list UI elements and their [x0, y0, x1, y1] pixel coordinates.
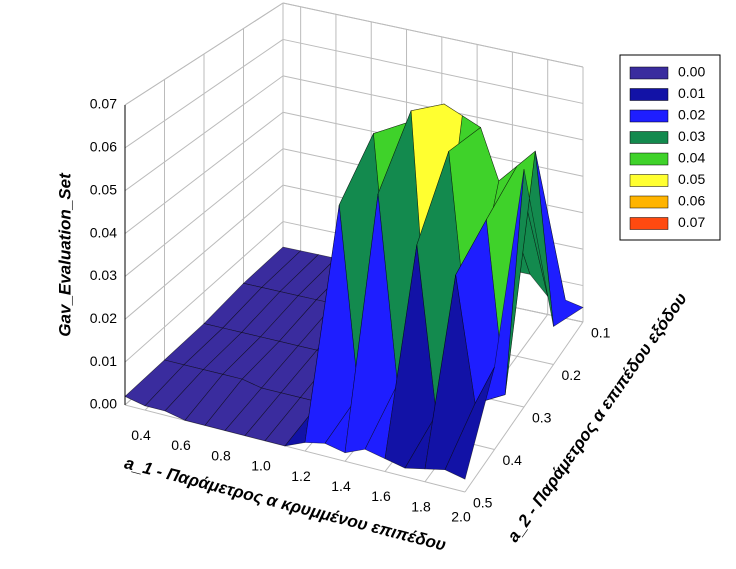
x-tick-label: 0.4: [131, 427, 151, 443]
y-tick-label: 0.2: [562, 367, 582, 383]
legend-swatch: [629, 152, 669, 166]
y-tick-label: 0.5: [473, 495, 493, 511]
legend-swatch: [629, 131, 669, 144]
legend-label: 0.03: [678, 128, 705, 144]
legend-label: 0.00: [678, 64, 705, 80]
legend-swatch: [629, 217, 669, 230]
z-tick-label: 0.06: [90, 139, 117, 155]
legend-swatch: [629, 174, 669, 187]
z-tick-label: 0.07: [90, 96, 117, 112]
x-tick-label: 1.4: [331, 478, 351, 494]
legend-box: [619, 54, 721, 241]
x-tick-label: 0.8: [211, 447, 231, 463]
y-tick-label: 0.4: [503, 452, 523, 468]
y-tick-label: 0.3: [532, 410, 552, 426]
x-tick-label: 1.2: [291, 468, 311, 484]
x-tick-label: 1.6: [371, 488, 391, 504]
x-tick-label: 1.0: [251, 458, 271, 474]
grid-line: [282, 2, 584, 68]
z-tick-label: 0.03: [90, 267, 117, 283]
legend-swatch: [629, 88, 669, 101]
grid-line: [282, 38, 584, 104]
y-tick-label: 0.1: [591, 325, 611, 341]
z-tick-label: 0.04: [90, 224, 117, 240]
legend-label: 0.07: [678, 214, 705, 230]
z-tick-label: 0.05: [90, 181, 117, 197]
x-tick-label: 0.6: [171, 437, 191, 453]
grid-line: [124, 404, 466, 493]
legend-swatch: [629, 109, 669, 123]
surface-patch: [444, 366, 495, 480]
legend-label: 0.06: [678, 193, 705, 209]
z-tick-label: 0.01: [90, 353, 117, 369]
z-axis-label: Gav_Evaluation_Set: [55, 172, 74, 337]
legend-swatch: [629, 195, 669, 209]
legend-swatch: [629, 66, 669, 80]
z-tick-label: 0.02: [90, 310, 117, 326]
legend-label: 0.01: [678, 85, 705, 101]
legend-label: 0.04: [678, 150, 705, 166]
z-tick-label: 0.00: [90, 396, 117, 412]
x-tick-label: 1.8: [411, 498, 431, 514]
x-tick-label: 2.0: [451, 509, 471, 525]
legend-label: 0.05: [678, 171, 705, 187]
legend-label: 0.02: [678, 107, 705, 123]
